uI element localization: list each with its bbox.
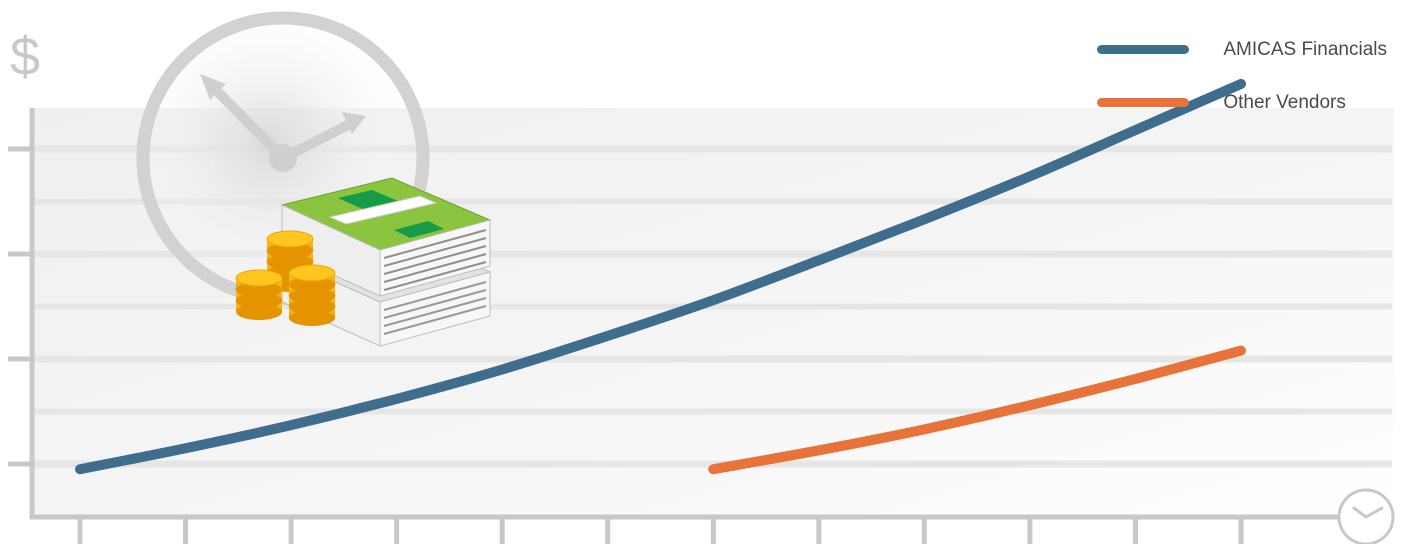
coin-stack: [288, 264, 336, 326]
series-line: [75, 78, 1246, 475]
coin-face: [266, 230, 314, 248]
legend-item: Other Vendors: [1097, 89, 1387, 116]
coin-edge: [267, 243, 313, 259]
legend: AMICAS Financials Other Vendors: [1097, 36, 1387, 142]
coin-face: [288, 264, 336, 282]
coin-edge: [289, 288, 335, 304]
coin-face: [235, 269, 283, 287]
legend-swatch: [1097, 98, 1190, 107]
series-lines: [75, 78, 1246, 475]
x-ticks: [77, 517, 1244, 544]
coin-stack: [235, 269, 283, 320]
y-axis-currency-symbol: $: [10, 27, 41, 87]
coin-edge: [289, 299, 335, 315]
coin-edge: [236, 293, 282, 309]
coin-edge: [289, 277, 335, 293]
coin-edge: [236, 304, 282, 320]
gold-coins-icon: [235, 230, 336, 326]
legend-swatch: [1097, 45, 1190, 54]
clock-icon: [1337, 488, 1395, 544]
legend-label: Other Vendors: [1223, 91, 1346, 113]
axes: [29, 108, 1338, 520]
series-line: [708, 345, 1246, 475]
coin-edge: [289, 310, 335, 326]
legend-label: AMICAS Financials: [1223, 38, 1387, 60]
legend-item: AMICAS Financials: [1097, 36, 1387, 63]
coin-edge: [236, 282, 282, 298]
y-ticks: [8, 146, 32, 467]
